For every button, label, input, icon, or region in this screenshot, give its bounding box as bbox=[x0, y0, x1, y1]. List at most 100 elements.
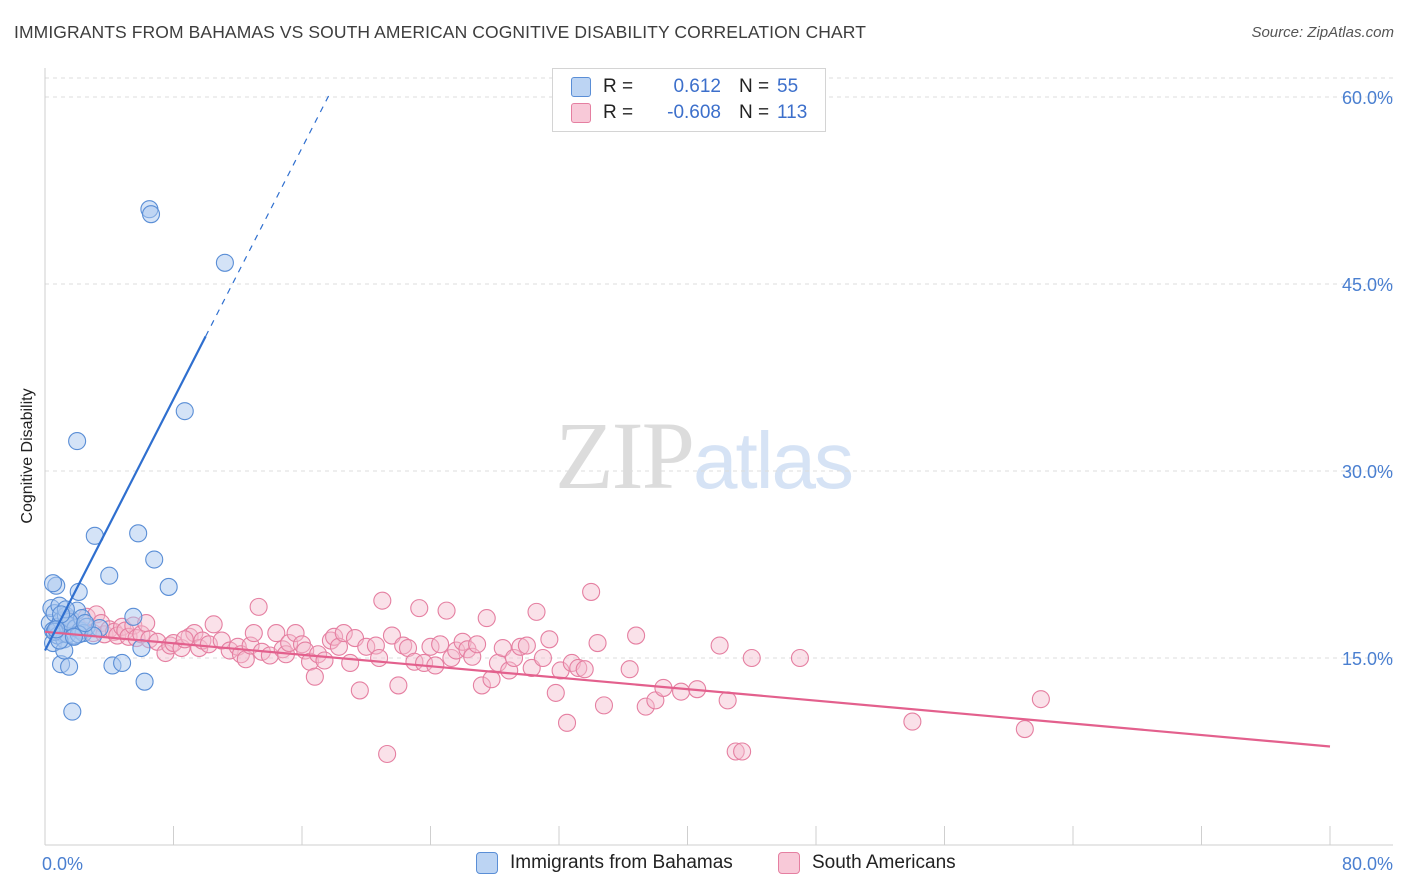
watermark: ZIPatlas bbox=[555, 400, 854, 511]
data-point-south-americans bbox=[305, 667, 324, 686]
data-point-south-americans bbox=[415, 653, 434, 673]
series-label-south-americans: South Americans bbox=[812, 852, 956, 873]
data-point-south-americans bbox=[357, 637, 376, 656]
data-point-south-americans bbox=[477, 609, 496, 628]
data-point-south-americans bbox=[620, 660, 639, 679]
data-point-bahamas bbox=[68, 432, 87, 451]
data-point-bahamas bbox=[60, 657, 79, 676]
data-point-south-americans bbox=[315, 651, 334, 670]
chart-title: IMMIGRANTS FROM BAHAMAS VS SOUTH AMERICA… bbox=[14, 22, 866, 42]
watermark-zip: ZIP bbox=[555, 402, 695, 509]
data-point-south-americans bbox=[394, 636, 413, 655]
data-point-south-americans bbox=[504, 648, 524, 668]
data-point-south-americans bbox=[546, 683, 565, 702]
trend-lines bbox=[44, 94, 1331, 748]
legend-n-label: N = bbox=[739, 102, 770, 123]
legend-n-value: 113 bbox=[777, 102, 808, 123]
data-point-south-americans bbox=[710, 636, 729, 655]
axes bbox=[44, 68, 1393, 846]
data-point-bahamas bbox=[124, 607, 143, 626]
series-legend-south-americans: South Americans bbox=[778, 852, 956, 874]
data-point-bahamas bbox=[145, 550, 164, 569]
data-point-south-americans bbox=[517, 636, 536, 655]
legend-swatch-bahamas bbox=[571, 77, 591, 97]
data-point-south-americans bbox=[540, 630, 559, 649]
y-tick-label: 30.0% bbox=[1342, 462, 1393, 482]
data-point-south-americans bbox=[627, 626, 646, 645]
legend-n-label: N = bbox=[739, 76, 770, 97]
data-point-south-americans bbox=[370, 648, 389, 668]
tick-labels: 15.0% 30.0% 45.0% 60.0% 0.0% 80.0% bbox=[42, 88, 1393, 874]
data-point-bahamas bbox=[175, 402, 194, 421]
data-point-bahamas bbox=[141, 205, 161, 224]
data-point-bahamas bbox=[132, 638, 151, 658]
data-point-south-americans bbox=[527, 602, 546, 621]
data-point-south-americans bbox=[533, 648, 552, 668]
data-point-south-americans bbox=[472, 676, 491, 695]
x-tick-label: 80.0% bbox=[1342, 854, 1393, 874]
watermark-atlas: atlas bbox=[693, 416, 854, 505]
data-point-bahamas bbox=[76, 614, 95, 633]
legend-r-label: R = bbox=[603, 102, 634, 123]
data-point-south-americans bbox=[244, 624, 263, 643]
data-point-south-americans bbox=[286, 624, 305, 643]
y-tick-label: 15.0% bbox=[1342, 649, 1393, 669]
data-point-south-americans bbox=[410, 599, 429, 618]
data-point-south-americans bbox=[431, 635, 450, 654]
legend-n-value: 55 bbox=[777, 76, 799, 97]
y-tick-label: 60.0% bbox=[1342, 88, 1393, 108]
data-point-south-americans bbox=[594, 696, 614, 715]
series-label-bahamas: Immigrants from Bahamas bbox=[510, 852, 733, 873]
series-legend-bahamas: Immigrants from Bahamas bbox=[476, 852, 733, 874]
legend-row-south-americans: R = -0.608 N = 113 bbox=[571, 100, 807, 126]
source-label: Source: ZipAtlas.com bbox=[1251, 24, 1394, 41]
data-point-south-americans bbox=[790, 648, 809, 668]
data-point-south-americans bbox=[557, 713, 577, 732]
data-point-south-americans bbox=[903, 712, 922, 731]
trend-line-bahamas bbox=[44, 335, 207, 652]
data-point-south-americans bbox=[582, 582, 601, 601]
data-point-south-americans bbox=[468, 635, 487, 654]
data-point-bahamas bbox=[113, 653, 132, 673]
data-point-bahamas bbox=[159, 577, 178, 596]
legend-r-label: R = bbox=[603, 76, 634, 97]
data-point-south-americans bbox=[249, 597, 268, 616]
data-point-bahamas bbox=[63, 702, 82, 721]
data-point-south-americans bbox=[588, 633, 607, 653]
data-point-south-americans bbox=[1031, 690, 1050, 709]
data-point-south-americans bbox=[718, 691, 737, 710]
data-point-south-americans bbox=[325, 627, 344, 646]
data-point-south-americans bbox=[726, 742, 745, 761]
data-point-south-americans bbox=[511, 637, 530, 656]
data-point-south-americans bbox=[733, 742, 752, 761]
data-point-south-americans bbox=[575, 660, 594, 679]
data-point-south-americans bbox=[437, 601, 456, 620]
data-point-bahamas bbox=[64, 627, 83, 646]
data-point-bahamas bbox=[135, 672, 154, 691]
x-tick-label: 0.0% bbox=[42, 854, 83, 874]
south-americans-points bbox=[48, 582, 1050, 764]
data-point-south-americans bbox=[742, 648, 761, 668]
data-point-south-americans bbox=[551, 661, 570, 680]
data-point-bahamas bbox=[100, 566, 119, 585]
data-point-bahamas bbox=[215, 253, 234, 272]
legend-row-bahamas: R = 0.612 N = 55 bbox=[571, 74, 798, 100]
data-point-south-americans bbox=[267, 624, 286, 643]
data-point-south-americans bbox=[280, 633, 299, 653]
correlation-legend: R = 0.612 N = 55 R = -0.608 N = 113 bbox=[552, 68, 826, 132]
data-point-south-americans bbox=[1015, 720, 1034, 739]
data-point-south-americans bbox=[636, 697, 655, 716]
data-point-south-americans bbox=[672, 682, 691, 701]
data-point-bahamas bbox=[129, 524, 148, 543]
grid-lines bbox=[45, 77, 1393, 659]
series-swatch-bahamas bbox=[476, 852, 498, 874]
data-point-south-americans bbox=[389, 676, 408, 695]
data-point-south-americans bbox=[204, 615, 223, 634]
trend-line-south-americans bbox=[44, 630, 1331, 748]
data-point-south-americans bbox=[373, 591, 392, 610]
data-point-south-americans bbox=[329, 637, 348, 656]
legend-swatch-south-americans bbox=[571, 103, 591, 123]
data-point-south-americans bbox=[350, 681, 369, 700]
trend-line-bahamas-extension bbox=[205, 94, 330, 337]
